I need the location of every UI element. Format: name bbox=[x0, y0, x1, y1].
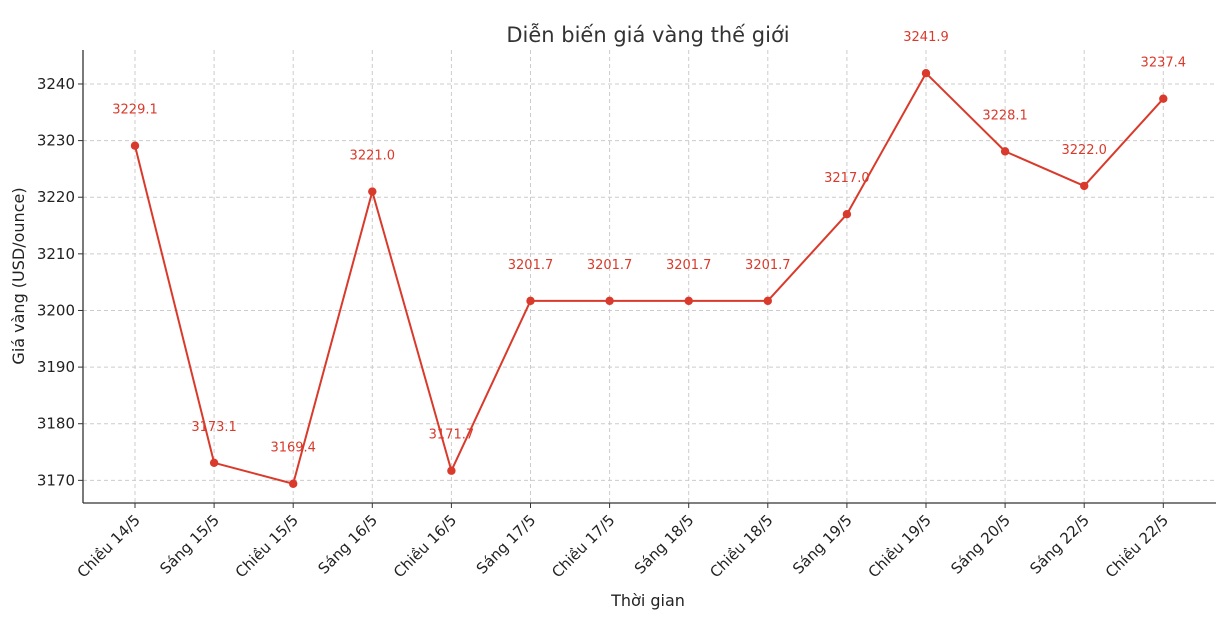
data-label: 3171.7 bbox=[429, 428, 475, 443]
x-axis-label: Thời gian bbox=[610, 591, 685, 610]
data-label: 3201.7 bbox=[666, 258, 712, 273]
x-tick-label: Chiều 17/5 bbox=[548, 511, 618, 581]
data-point bbox=[1080, 181, 1089, 191]
y-axis-label: Giá vàng (USD/ounce) bbox=[9, 187, 28, 364]
data-label: 3237.4 bbox=[1141, 56, 1187, 71]
data-label: 3201.7 bbox=[587, 258, 633, 273]
data-label: 3229.1 bbox=[112, 103, 158, 118]
data-label: 3201.7 bbox=[745, 258, 791, 273]
y-tick-labels: 3170 3180 3190 3200 3210 3220 3230 3240 bbox=[37, 75, 75, 489]
x-tick-label: Chiều 22/5 bbox=[1102, 511, 1172, 581]
y-tick-label: 3180 bbox=[37, 415, 75, 433]
chart-title: Diễn biến giá vàng thế giới bbox=[506, 22, 789, 47]
y-tick-label: 3170 bbox=[37, 471, 75, 489]
data-label: 3201.7 bbox=[508, 258, 554, 273]
y-tick-label: 3230 bbox=[37, 132, 75, 150]
data-point bbox=[209, 458, 219, 467]
x-tick-label: Sáng 19/5 bbox=[789, 511, 856, 578]
x-tick-label: Chiều 18/5 bbox=[706, 511, 776, 581]
data-point bbox=[130, 141, 140, 150]
x-tick-label: Sáng 16/5 bbox=[315, 511, 382, 578]
data-label: 3221.0 bbox=[350, 149, 396, 164]
data-label: 3217.0 bbox=[824, 171, 870, 186]
x-tick-labels: Chiều 14/5 Sáng 15/5 Chiều 15/5 Sáng 16/5 Ch… bbox=[74, 511, 1173, 581]
data-labels: 3229.1 3173.1 3169.4 3221.0 3171.7 3201.7 3201… bbox=[112, 30, 1186, 456]
data-point bbox=[842, 210, 852, 219]
x-tick-label: Sáng 17/5 bbox=[473, 511, 540, 578]
data-point bbox=[368, 187, 377, 196]
data-label: 3173.1 bbox=[191, 420, 237, 435]
data-point bbox=[763, 296, 772, 306]
data-point bbox=[526, 296, 535, 306]
data-point bbox=[1000, 147, 1010, 156]
y-tick-label: 3200 bbox=[37, 301, 75, 319]
x-tick-label: Chiều 15/5 bbox=[232, 511, 302, 581]
axes bbox=[78, 50, 1216, 508]
x-tick-label: Chiều 16/5 bbox=[390, 511, 460, 581]
x-tick-label: Sáng 20/5 bbox=[947, 511, 1014, 578]
series-line bbox=[134, 72, 1165, 485]
y-tick-label: 3220 bbox=[37, 188, 75, 206]
data-label: 3241.9 bbox=[903, 30, 949, 45]
data-point bbox=[289, 479, 298, 488]
y-tick-label: 3190 bbox=[37, 358, 75, 376]
x-tick-label: Sáng 22/5 bbox=[1026, 511, 1093, 578]
series bbox=[130, 69, 1168, 488]
grid bbox=[83, 50, 1216, 503]
x-tick-label: Sáng 15/5 bbox=[156, 511, 223, 578]
data-label: 3169.4 bbox=[270, 441, 316, 456]
data-point bbox=[684, 296, 693, 306]
data-label: 3222.0 bbox=[1061, 143, 1107, 158]
x-tick-label: Chiều 14/5 bbox=[74, 511, 144, 581]
y-tick-label: 3210 bbox=[37, 245, 75, 263]
x-tick-label: Chiều 19/5 bbox=[865, 511, 935, 581]
data-point bbox=[1159, 94, 1168, 103]
data-point bbox=[447, 466, 456, 475]
data-label: 3228.1 bbox=[982, 108, 1028, 123]
x-tick-label: Sáng 18/5 bbox=[631, 511, 698, 578]
y-tick-label: 3240 bbox=[37, 75, 75, 93]
data-point bbox=[921, 69, 931, 78]
data-point bbox=[605, 296, 614, 306]
